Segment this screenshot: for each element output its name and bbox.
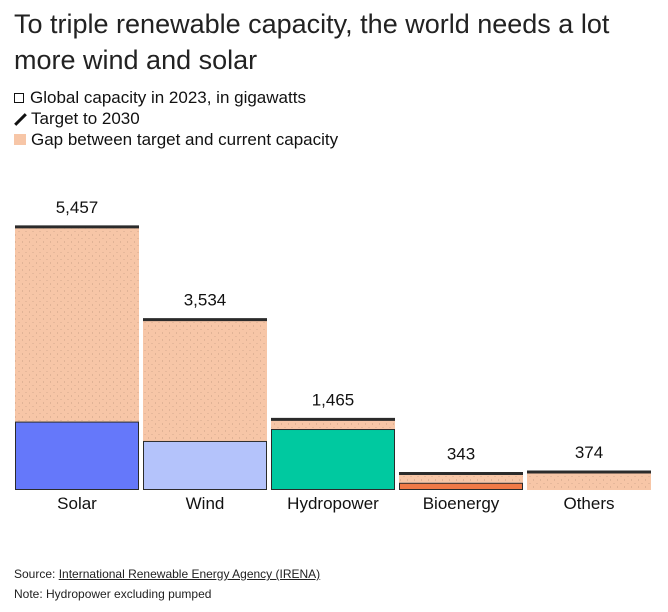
gap-bar-others bbox=[527, 471, 651, 490]
category-label-bioenergy: Bioenergy bbox=[423, 494, 500, 513]
value-label-wind: 3,534 bbox=[184, 291, 227, 310]
footnote: Note: Hydropower excluding pumped bbox=[14, 587, 212, 601]
source-prefix: Source: bbox=[14, 567, 59, 581]
source-note: Source: International Renewable Energy A… bbox=[14, 567, 320, 581]
value-label-hydropower: 1,465 bbox=[312, 390, 355, 409]
value-label-others: 374 bbox=[575, 443, 603, 462]
gap-bar-bioenergy bbox=[399, 473, 523, 483]
legend-label-target: Target to 2030 bbox=[31, 109, 140, 128]
chart-title: To triple renewable capacity, the world … bbox=[14, 9, 610, 75]
gap-bar-wind bbox=[143, 319, 267, 441]
legend-label-capacity: Global capacity in 2023, in gigawatts bbox=[30, 88, 306, 107]
gap-swatch-icon bbox=[14, 134, 26, 145]
bar-chart: 5,457 Solar 3,534 Wind 1,465 Hydropower 343 Bio… bbox=[15, 198, 651, 513]
value-label-bioenergy: 343 bbox=[447, 444, 475, 463]
capacity-swatch-icon bbox=[14, 92, 24, 103]
target-line-icon bbox=[14, 113, 26, 125]
capacity-bar-bioenergy bbox=[399, 482, 523, 490]
legend-item-capacity: Global capacity in 2023, in gigawatts bbox=[14, 87, 338, 108]
legend-item-gap: Gap between target and current capacity bbox=[14, 129, 338, 150]
legend-label-gap: Gap between target and current capacity bbox=[31, 130, 339, 149]
capacity-bar-solar bbox=[15, 421, 139, 490]
capacity-bar-hydropower bbox=[271, 429, 395, 491]
category-label-solar: Solar bbox=[57, 494, 97, 513]
category-label-wind: Wind bbox=[186, 494, 225, 513]
gap-bar-hydropower bbox=[271, 419, 395, 430]
category-label-hydropower: Hydropower bbox=[287, 494, 379, 513]
capacity-bar-wind bbox=[143, 440, 267, 490]
gap-bar-solar bbox=[15, 226, 139, 422]
legend: Global capacity in 2023, in gigawatts Ta… bbox=[14, 87, 338, 150]
category-label-others: Others bbox=[563, 494, 614, 513]
legend-item-target: Target to 2030 bbox=[14, 108, 338, 129]
value-label-solar: 5,457 bbox=[56, 198, 99, 217]
source-link[interactable]: International Renewable Energy Agency (I… bbox=[58, 567, 321, 581]
